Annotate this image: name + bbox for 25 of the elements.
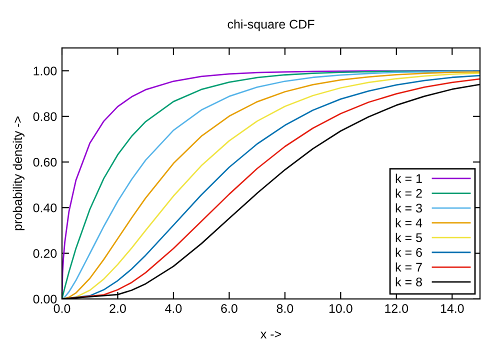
y-tick-label: 1.00 xyxy=(34,66,57,76)
x-tick-label: 8.0 xyxy=(276,304,294,313)
legend-label: k = 5 xyxy=(396,232,422,242)
y-tick-label: 0.20 xyxy=(33,249,57,258)
legend-label: k = 3 xyxy=(396,203,422,213)
legend-label: k = 2 xyxy=(396,188,422,198)
x-tick-label: 10.0 xyxy=(329,304,352,313)
x-tick-label: 14.0 xyxy=(440,304,464,313)
x-tick-label: 12.0 xyxy=(385,304,408,313)
legend-label: k = 6 xyxy=(396,248,422,257)
x-tick-label: 0.0 xyxy=(54,304,70,313)
y-tick-label: 0.00 xyxy=(33,294,57,304)
y-tick-label: 0.80 xyxy=(33,112,57,122)
y-tick-label: 0.60 xyxy=(33,158,57,167)
y-axis-title: probability density -> xyxy=(12,116,24,230)
y-tick-label: 0.40 xyxy=(33,203,57,212)
x-tick-label: 2.0 xyxy=(110,304,126,313)
legend-label: k = 1 xyxy=(396,174,422,183)
legend-label: k = 8 xyxy=(396,277,422,286)
legend-label: k = 7 xyxy=(396,262,422,272)
legend-label: k = 4 xyxy=(396,218,422,228)
x-tick-label: 6.0 xyxy=(221,304,238,313)
x-tick-label: 4.0 xyxy=(165,304,182,313)
x-axis-title: x -> xyxy=(260,331,281,338)
chart-title: chi-square CDF xyxy=(228,19,314,32)
